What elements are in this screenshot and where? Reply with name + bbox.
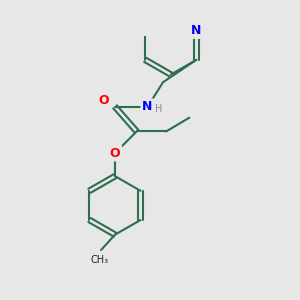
Text: O: O [110,146,120,160]
Text: CH₃: CH₃ [90,255,109,265]
Text: N: N [191,24,202,37]
Text: H: H [155,104,163,114]
Text: N: N [142,100,153,113]
Text: O: O [99,94,110,107]
